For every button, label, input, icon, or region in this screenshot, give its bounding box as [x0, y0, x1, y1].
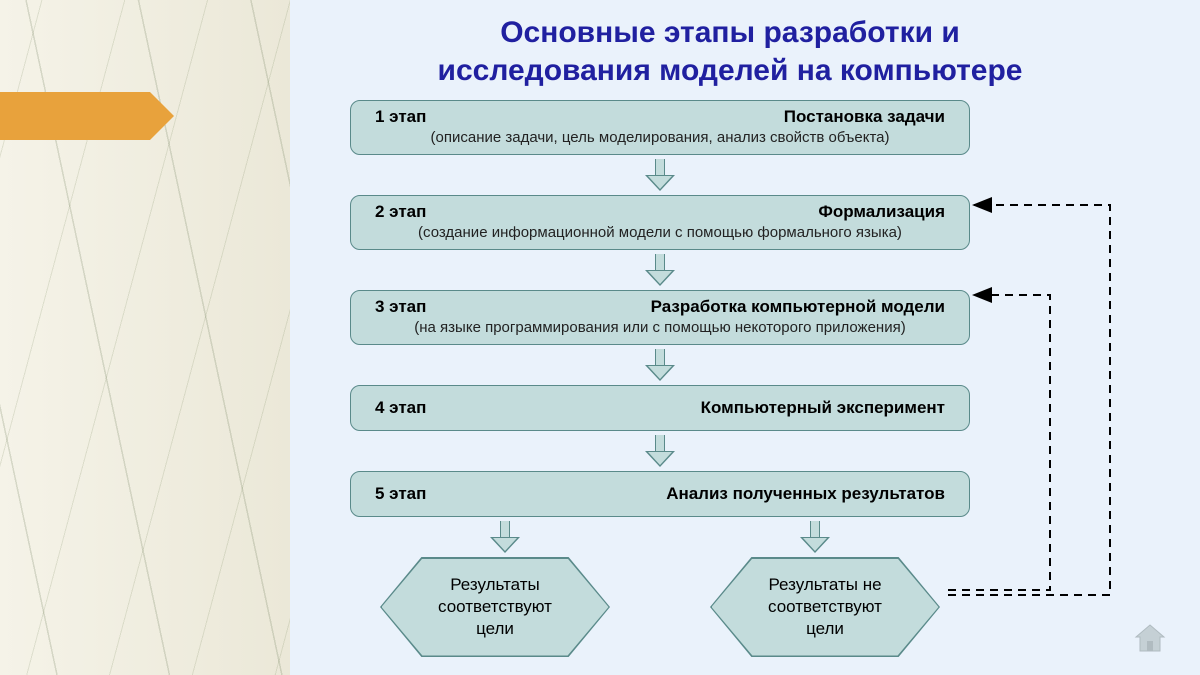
arrow-down-icon: [648, 349, 672, 381]
arrow-down-icon: [493, 521, 517, 553]
decision-right: Результаты не соответствуют цели: [710, 557, 940, 657]
stage-3-box: 3 этап Разработка компьютерной модели (н…: [350, 290, 970, 345]
slide-title: Основные этапы разработки и исследования…: [300, 14, 1160, 89]
stage-4-box: 4 этап Компьютерный эксперимент: [350, 385, 970, 431]
decision-left-text: Результаты соответствуют цели: [438, 574, 552, 640]
stage-1-sub: (описание задачи, цель моделирования, ан…: [365, 129, 955, 146]
stage-1-box: 1 этап Постановка задачи (описание задач…: [350, 100, 970, 155]
title-line-1: Основные этапы разработки и: [500, 16, 960, 49]
decision-right-text: Результаты не соответствуют цели: [768, 574, 882, 640]
stage-3-num: 3 этап: [375, 297, 426, 317]
stage-2-num: 2 этап: [375, 202, 426, 222]
title-line-2: исследования моделей на компьютере: [438, 54, 1023, 87]
stage-4-label: Компьютерный эксперимент: [701, 398, 945, 418]
stage-1-label: Постановка задачи: [784, 107, 945, 127]
flowchart: 1 этап Постановка задачи (описание задач…: [350, 100, 970, 657]
stage-1-num: 1 этап: [375, 107, 426, 127]
stage-2-sub: (создание информационной модели с помощь…: [365, 224, 955, 241]
stage-2-box: 2 этап Формализация (создание информацио…: [350, 195, 970, 250]
arrow-down-icon: [648, 435, 672, 467]
home-icon[interactable]: [1130, 617, 1170, 657]
stage-5-box: 5 этап Анализ полученных результатов: [350, 471, 970, 517]
stage-3-sub: (на языке программирования или с помощью…: [365, 319, 955, 336]
arrow-down-icon: [803, 521, 827, 553]
stage-5-num: 5 этап: [375, 484, 426, 504]
accent-tab: [0, 92, 150, 140]
stage-5-label: Анализ полученных результатов: [666, 484, 945, 504]
decision-left: Результаты соответствуют цели: [380, 557, 610, 657]
arrow-down-icon: [648, 254, 672, 286]
stage-2-label: Формализация: [818, 202, 945, 222]
stage-3-label: Разработка компьютерной модели: [651, 297, 945, 317]
arrow-down-icon: [648, 159, 672, 191]
stage-4-num: 4 этап: [375, 398, 426, 418]
